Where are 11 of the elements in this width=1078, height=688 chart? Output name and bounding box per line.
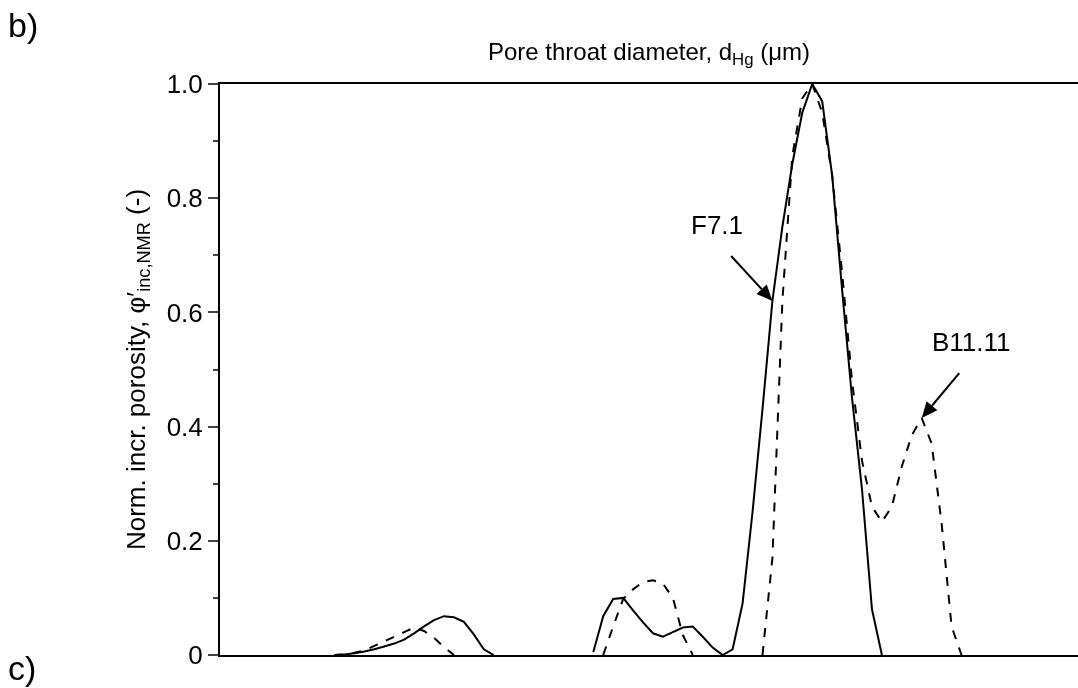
text: b) (8, 6, 39, 44)
y-tick-label: 0.6 (166, 297, 203, 328)
text: B11.11 (932, 327, 1011, 357)
text: c) (8, 649, 37, 687)
y-tick-label: 0.2 (166, 525, 203, 556)
series-label: F7.1 (691, 210, 744, 240)
y-tick-label: 0.4 (166, 411, 203, 442)
y-tick-label: 0 (188, 640, 203, 671)
y-tick-label: 1.0 (166, 69, 203, 100)
y-tick-label: 0.8 (166, 183, 203, 214)
x-axis-title: Pore throat diameter, d$_{Hg}$ (μm) (487, 37, 811, 69)
